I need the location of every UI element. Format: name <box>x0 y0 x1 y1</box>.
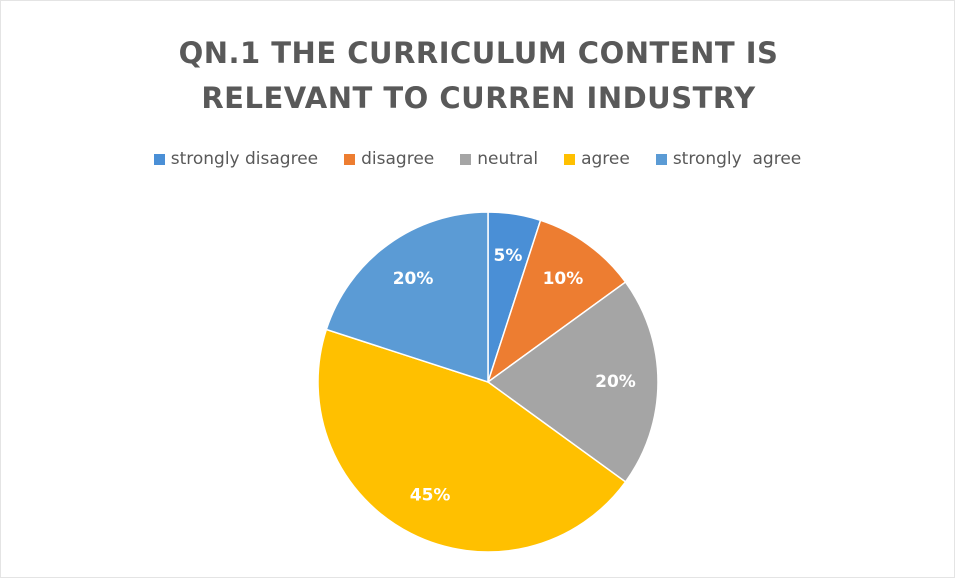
legend-swatch <box>153 153 165 165</box>
legend-item: neutral <box>460 149 538 169</box>
legend-label: strongly agree <box>672 149 802 169</box>
legend-swatch <box>344 153 356 165</box>
legend: strongly disagree disagree neutral agree str… <box>1 149 954 169</box>
pie-slice <box>486 281 659 483</box>
data-label: 10% <box>543 269 584 289</box>
legend-swatch <box>655 153 667 165</box>
legend-label: agree <box>581 149 630 169</box>
legend-label: disagree <box>361 149 435 169</box>
legend-label: neutral <box>477 149 539 169</box>
data-label: 20% <box>393 269 434 289</box>
legend-item: strongly disagree <box>153 149 319 169</box>
data-label: 20% <box>595 372 636 392</box>
legend-item: agree <box>564 149 630 169</box>
data-label: 5% <box>494 246 523 266</box>
legend-label: strongly disagree <box>170 149 319 169</box>
pie-slice <box>317 328 627 553</box>
pie-slice <box>325 211 489 384</box>
chart-title: QN.1 THE CURRICULUM CONTENT IS RELEVANT … <box>178 36 779 115</box>
pie-slice <box>486 219 627 384</box>
legend-swatch <box>460 153 472 165</box>
legend-swatch <box>564 153 576 165</box>
data-label: 45% <box>410 486 451 506</box>
legend-item: disagree <box>344 149 434 169</box>
legend-item: strongly agree <box>655 149 802 169</box>
